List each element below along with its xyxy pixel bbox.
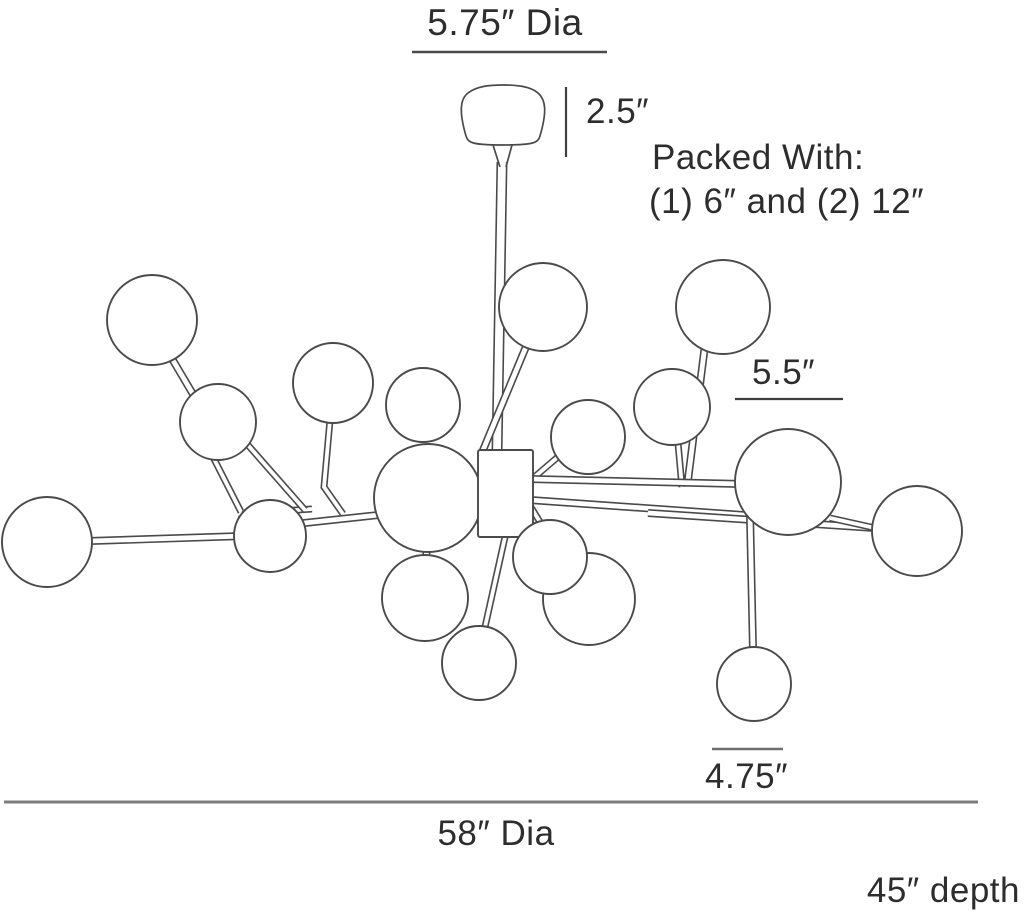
dim-label-large-globe: 5.5″ [752, 353, 816, 392]
dim-label-canopy-height: 2.5″ [586, 92, 650, 131]
dim-label-small-globe: 4.75″ [705, 757, 789, 796]
packed-with-title: Packed With: [652, 138, 865, 177]
dim-label-top-diameter: 5.75″ Dia [427, 2, 583, 43]
dim-label-fixture-diameter: 58″ Dia [437, 814, 555, 853]
dim-label-fixture-depth: 45″ depth [866, 871, 1020, 910]
packed-with-detail: (1) 6″ and (2) 12″ [649, 182, 925, 221]
